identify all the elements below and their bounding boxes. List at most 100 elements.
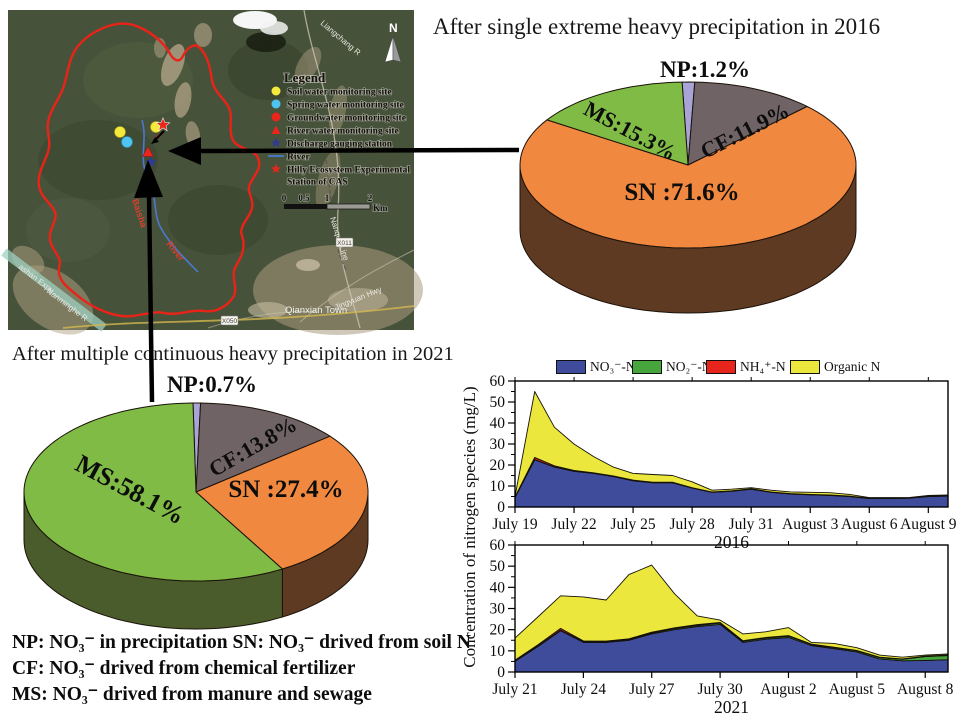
north-label: N [389, 21, 398, 35]
roads [1, 9, 415, 332]
x-tick-label: August 8 [897, 681, 954, 698]
y-tick-label: 30 [490, 436, 506, 453]
scale-tick-0: 0 [282, 193, 287, 203]
y-tick-label: 0 [497, 499, 505, 516]
title-2016: After single extreme heavy precipitation… [433, 14, 881, 39]
pie-slice-CF [687, 81, 808, 166]
pie-slice-SN [195, 435, 369, 570]
x-tick-label: August 6 [841, 516, 898, 533]
y-tick-label: 10 [490, 643, 506, 660]
pie2016-np-label: NP:1.2% [659, 57, 751, 82]
pie-slice-MS [546, 81, 689, 166]
y-tick-label: 60 [490, 537, 506, 554]
hilly-station-marker [155, 117, 171, 132]
pie-chart-2021 [23, 402, 369, 630]
x-tick-label: July 31 [729, 516, 774, 533]
legend-label-nh4: NH₄⁺-N [740, 359, 786, 374]
x-tick-label: July 27 [629, 681, 674, 698]
legend-swatch-no3 [556, 360, 586, 374]
y-tick-label: 10 [490, 478, 506, 495]
road-sign-x050: X050 [222, 318, 238, 325]
legend-soil-label: Soil water monitoring site [287, 88, 392, 98]
pie-slice-MS [23, 402, 283, 582]
x-tick-label: July 30 [697, 681, 742, 698]
x-axis-year-label: 2016 [714, 532, 749, 552]
y-tick-label: 50 [490, 558, 506, 575]
scale-unit: Km [373, 203, 388, 213]
cloud [233, 11, 288, 52]
soil-water-site-marker [114, 126, 126, 138]
def-line-np-sn: NP: NO₃⁻ in precipitation SN: NO₃⁻ drive… [12, 632, 471, 653]
road-sign-x011-box [335, 237, 354, 248]
pie2021-np-label: NP:0.7% [166, 372, 258, 397]
x-tick-label: August 5 [829, 681, 886, 698]
highway-line [62, 305, 415, 329]
road-sign-x050-box [220, 315, 239, 326]
legend-discharge-label: Discharge gauging station [287, 140, 393, 150]
pie-slice-CF [195, 402, 331, 493]
scale-tick-2: 2 [368, 193, 373, 203]
x-tick-label: July 19 [492, 516, 537, 533]
scale-bar-black-segment [284, 204, 327, 209]
x-tick-label: July 28 [670, 516, 715, 533]
rail-line [325, 159, 347, 271]
legend-spring-label: Spring water monitoring site [287, 101, 404, 111]
y-tick-label: 20 [490, 457, 506, 474]
x-tick-label: August 3 [782, 516, 839, 533]
road-sign-x011: X011 [337, 240, 352, 247]
legend-label-organic: Organic N [824, 359, 881, 374]
north-needle-right [392, 35, 402, 63]
title-2021: After multiple continuous heavy precipit… [12, 343, 454, 365]
y-tick-label: 50 [490, 394, 506, 411]
map-legend: Legend Soil water monitoring site Spring… [268, 69, 411, 188]
expressway-band [1, 248, 107, 332]
river-line [141, 119, 199, 273]
def-line-ms: MS: NO₃⁻ drived from manure and sewage [12, 684, 372, 705]
legend-swatch-nh4 [706, 360, 736, 374]
scale-bar: 0 0.5 1 2 Km [281, 192, 389, 213]
pie2021-sn-label: SN :27.4% [228, 476, 344, 503]
pie-chart-2016 [519, 81, 857, 314]
x-tick-label: July 21 [492, 681, 537, 698]
def-line-cf: CF: NO₃⁻ drived from chemical fertilizer [12, 658, 356, 679]
north-arrow: N [384, 21, 402, 63]
site-markers [114, 117, 171, 167]
x-tick-label: August 2 [760, 681, 816, 698]
study-area-map: Legend Soil water monitoring site Spring… [1, 9, 423, 335]
legend-groundwater-label: Groundwater monitoring site [287, 114, 406, 124]
legend-riverwater-label: River water monitoring site [287, 127, 399, 137]
scale-bar-gray-segment [326, 203, 371, 210]
legend-hilly-icon [271, 163, 281, 174]
pie2016-sn-label: SN :71.6% [624, 179, 740, 206]
small-pointer-arrow [151, 130, 165, 144]
watershed-boundary [37, 22, 261, 318]
legend-hilly-label-line2: Station of CAS [287, 178, 348, 188]
legend-swatch-organic [790, 360, 820, 374]
stacked-area-charts: 0 10 20 30 40 50 60 July 19 July 22 July 25 July 2… [490, 373, 957, 717]
legend-discharge-icon [271, 137, 281, 148]
y-tick-label: 60 [490, 373, 506, 390]
y-tick-label: 0 [497, 664, 505, 681]
y-tick-label: 20 [490, 622, 506, 639]
scale-tick-1: 1 [325, 193, 330, 203]
scale-tick-05: 0.5 [298, 193, 310, 203]
legend-riverwater-icon [271, 125, 281, 134]
river-water-site-marker [142, 145, 154, 157]
legend-label-no2: NO₂⁻-N [666, 359, 712, 374]
x-tick-label: August 9 [900, 516, 957, 533]
y-tick-label: 40 [490, 579, 506, 596]
x-axis-year-label: 2021 [714, 697, 749, 717]
y-tick-label: 40 [490, 415, 506, 432]
legend-groundwater-icon [271, 112, 281, 122]
legend-label-no3: NO₃⁻-N [590, 359, 636, 374]
legend-swatch-no2 [632, 360, 662, 374]
legend-soil-icon [271, 86, 281, 96]
abbreviation-definitions: NP: NO₃⁻ in precipitation SN: NO₃⁻ drive… [12, 630, 471, 708]
town-label: Qianxian Town [285, 305, 347, 316]
x-tick-label: July 24 [561, 681, 606, 698]
legend-river-label: River [287, 153, 310, 163]
legend-hilly-label-line1: Hilly Ecosystem Experimental [287, 166, 410, 176]
legend-spring-icon [271, 99, 281, 109]
spring-water-site-marker [121, 136, 133, 148]
